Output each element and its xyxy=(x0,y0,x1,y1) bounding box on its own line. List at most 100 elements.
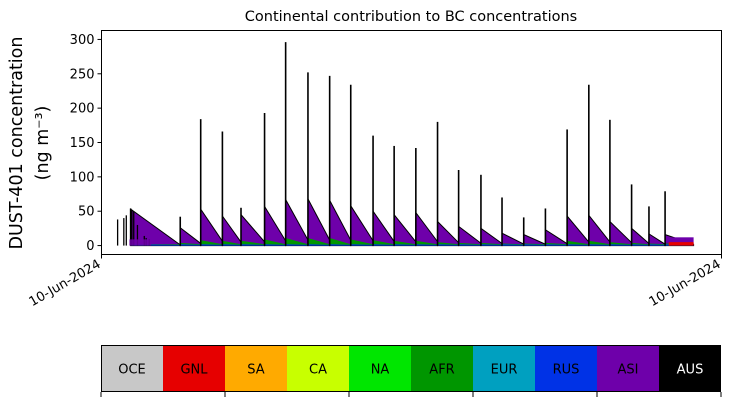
y-tick-label: 300 xyxy=(70,33,95,48)
episode-9 xyxy=(328,75,352,247)
series-asi-area xyxy=(350,203,374,247)
legend-label-na: NA xyxy=(371,363,390,378)
y-axis-label-line2: (ng m⁻³) xyxy=(33,106,53,181)
series-rus-area xyxy=(200,244,223,246)
episode-15 xyxy=(457,169,482,247)
series-rus-area xyxy=(373,244,395,246)
series-rus-area xyxy=(480,244,503,246)
series-rus-area xyxy=(502,244,524,246)
episode-22 xyxy=(609,119,633,247)
legend-swatch-rus xyxy=(535,345,597,392)
episode-12 xyxy=(393,145,417,247)
legend-label-sa: SA xyxy=(247,363,264,378)
episode-18 xyxy=(522,217,546,247)
episode-2 xyxy=(179,216,202,247)
x-tick-label: 10-Jun-2024 xyxy=(647,257,724,310)
series-rus-area xyxy=(180,244,201,246)
y-axis: 0 50 100 150 200 250 300 xyxy=(70,33,102,254)
legend-swatch-asi xyxy=(597,345,659,392)
legend-label-gnl: GNL xyxy=(180,363,208,378)
series-rus-area xyxy=(523,244,546,246)
series-rus-area xyxy=(545,244,568,246)
series-asi-area xyxy=(221,214,242,247)
episode-8 xyxy=(307,72,331,247)
episode-17 xyxy=(501,197,525,247)
series-asi-area xyxy=(200,207,223,247)
y-tick-label: 250 xyxy=(70,67,95,82)
series-asi-area xyxy=(240,213,266,247)
series-asi-area xyxy=(458,225,482,247)
x-axis: 10-Jun-2024 10-Jun-2024 xyxy=(27,254,724,310)
legend-label-asi: ASI xyxy=(618,363,639,378)
legend-label-rus: RUS xyxy=(553,363,580,378)
episode-3 xyxy=(199,119,223,247)
series-rus-area xyxy=(307,244,330,246)
series-asi-area xyxy=(415,211,439,247)
series-rus-area xyxy=(631,244,649,246)
legend-swatch-afr xyxy=(411,345,473,392)
series-afr-area xyxy=(373,240,395,246)
series-rus-area xyxy=(567,244,589,246)
series-rus-area xyxy=(222,244,241,246)
plot-frame xyxy=(101,30,722,255)
series-rus-area xyxy=(648,244,666,246)
legend-label-oce: OCE xyxy=(118,363,146,378)
episode-21 xyxy=(588,84,611,247)
series-asi-area xyxy=(264,204,287,247)
series-asi-area xyxy=(566,214,590,247)
series-rus-area xyxy=(437,244,459,246)
y-tick-label: 50 xyxy=(78,205,95,220)
series-rus-area xyxy=(264,244,286,246)
series-afr-area xyxy=(307,238,330,246)
plot-series xyxy=(116,42,695,247)
series-asi-area xyxy=(372,209,395,247)
legend-colorbar: OCE GNL SA CA NA AFR EUR RUS ASI AUS xyxy=(100,345,722,397)
y-axis-label-line1: DUST-401 concentration xyxy=(7,37,27,250)
series-asi-area xyxy=(437,220,460,247)
series-asi-area xyxy=(307,198,331,247)
series-rus-area xyxy=(394,244,416,246)
y-axis-label: DUST-401 concentration (ng m⁻³) xyxy=(7,37,53,250)
series-rus-area xyxy=(588,244,610,246)
series-asi-area xyxy=(588,213,611,247)
episode-7 xyxy=(284,42,309,247)
episode-11 xyxy=(372,135,395,247)
series-afr-area xyxy=(264,239,286,246)
series-asi-area xyxy=(285,199,309,247)
series-rus-area xyxy=(285,244,308,246)
legend-swatch-sa xyxy=(225,345,287,392)
episode-19 xyxy=(544,208,568,247)
legend-frame xyxy=(101,345,721,392)
series-rus-area xyxy=(458,244,481,246)
y-tick-label: 200 xyxy=(70,102,95,117)
legend-label-aus: AUS xyxy=(677,363,704,378)
legend-swatch-aus xyxy=(659,345,721,392)
series-asi-tail xyxy=(668,237,694,246)
series-asi-area xyxy=(393,213,417,247)
episode-5 xyxy=(240,207,266,247)
y-tick-label: 0 xyxy=(86,239,94,254)
series-asi-area xyxy=(480,227,503,247)
episode-23 xyxy=(630,184,650,247)
series-rus-area xyxy=(350,244,374,246)
x-tick-label: 10-Jun-2024 xyxy=(27,257,104,310)
series-asi-area xyxy=(179,226,202,247)
episode-10 xyxy=(349,84,374,247)
episode-6 xyxy=(263,112,287,247)
legend-label-afr: AFR xyxy=(429,363,454,378)
y-tick-label: 100 xyxy=(70,170,95,185)
episode-4 xyxy=(221,131,242,247)
legend-label-eur: EUR xyxy=(491,363,518,378)
series-asi-head xyxy=(129,239,152,246)
series-gnl-tail xyxy=(668,242,694,246)
episode-16 xyxy=(480,174,503,247)
series-asi-area xyxy=(329,199,352,247)
episode-14 xyxy=(436,121,460,247)
series-asi-area xyxy=(631,227,650,247)
legend-swatch-eur xyxy=(473,345,535,392)
series-afr-area xyxy=(285,238,308,246)
episode-13 xyxy=(415,147,439,247)
series-rus-area xyxy=(241,244,265,246)
series-rus-area xyxy=(415,244,438,246)
